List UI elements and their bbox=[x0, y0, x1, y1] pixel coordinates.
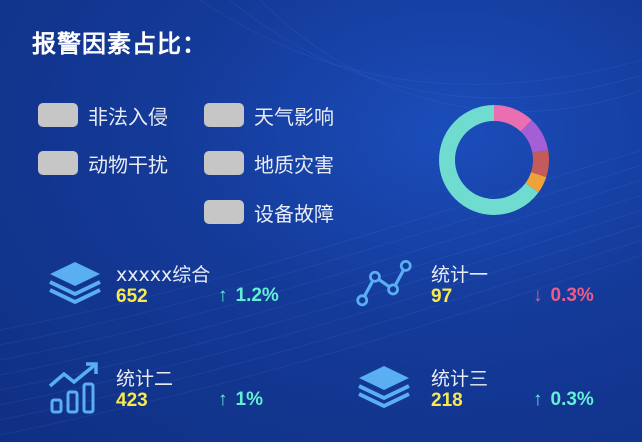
stat-card-two: 统计二 423 ↑ 1% bbox=[46, 360, 336, 420]
alarm-factor-donut bbox=[439, 105, 549, 215]
legend-swatch bbox=[38, 151, 78, 175]
legend-item-intrusion[interactable]: 非法入侵 bbox=[38, 102, 168, 129]
stat-name: 统计一 bbox=[431, 264, 489, 286]
legend-label: 非法入侵 bbox=[88, 104, 168, 129]
layers-icon bbox=[358, 366, 410, 408]
legend-swatch bbox=[38, 103, 78, 127]
arrow-up-icon: ↑ bbox=[218, 389, 228, 410]
stat-change-value: 1% bbox=[235, 389, 263, 410]
stat-change-value: 1.2% bbox=[235, 285, 279, 306]
legend-label: 天气影响 bbox=[254, 104, 334, 129]
legend-item-animal[interactable]: 动物干扰 bbox=[38, 150, 168, 177]
stat-name: xxxxx综合 bbox=[116, 264, 211, 286]
stat-value: 218 bbox=[431, 390, 463, 411]
stat-change-value: 0.3% bbox=[550, 285, 594, 306]
legend-item-weather[interactable]: 天气影响 bbox=[204, 102, 334, 129]
layers-icon bbox=[49, 262, 101, 304]
stat-change: ↑ 0.3% bbox=[533, 389, 594, 411]
arrow-down-icon: ↓ bbox=[533, 285, 543, 306]
line-nodes-icon bbox=[356, 259, 412, 307]
donut-slice bbox=[439, 105, 549, 215]
arrow-up-icon: ↑ bbox=[218, 285, 228, 306]
bar-trend-icon bbox=[48, 362, 98, 414]
donut-slice bbox=[439, 105, 549, 215]
legend-swatch bbox=[204, 200, 244, 224]
stat-change: ↓ 0.3% bbox=[533, 285, 594, 307]
stat-value: 97 bbox=[431, 286, 453, 307]
legend-swatch bbox=[204, 103, 244, 127]
legend-swatch bbox=[204, 151, 244, 175]
legend-label: 设备故障 bbox=[254, 201, 334, 226]
stat-card-one: 统计一 97 ↓ 0.3% bbox=[355, 256, 642, 316]
stat-value: 652 bbox=[116, 286, 148, 307]
stat-card-three: 统计三 218 ↑ 0.3% bbox=[355, 360, 642, 420]
legend-item-geology[interactable]: 地质灾害 bbox=[204, 150, 334, 177]
stat-value: 423 bbox=[116, 390, 148, 411]
stat-change: ↑ 1.2% bbox=[218, 285, 279, 307]
stat-card-composite: xxxxx综合 652 ↑ 1.2% bbox=[46, 256, 336, 316]
arrow-up-icon: ↑ bbox=[533, 389, 543, 410]
stat-change: ↑ 1% bbox=[218, 389, 263, 411]
panel-title: 报警因素占比： bbox=[32, 30, 207, 58]
stat-name: 统计二 bbox=[116, 368, 174, 390]
legend-label: 地质灾害 bbox=[254, 152, 334, 177]
stat-name: 统计三 bbox=[431, 368, 489, 390]
legend-item-equipment[interactable]: 设备故障 bbox=[204, 199, 334, 226]
stat-change-value: 0.3% bbox=[550, 389, 594, 410]
legend-label: 动物干扰 bbox=[88, 152, 168, 177]
